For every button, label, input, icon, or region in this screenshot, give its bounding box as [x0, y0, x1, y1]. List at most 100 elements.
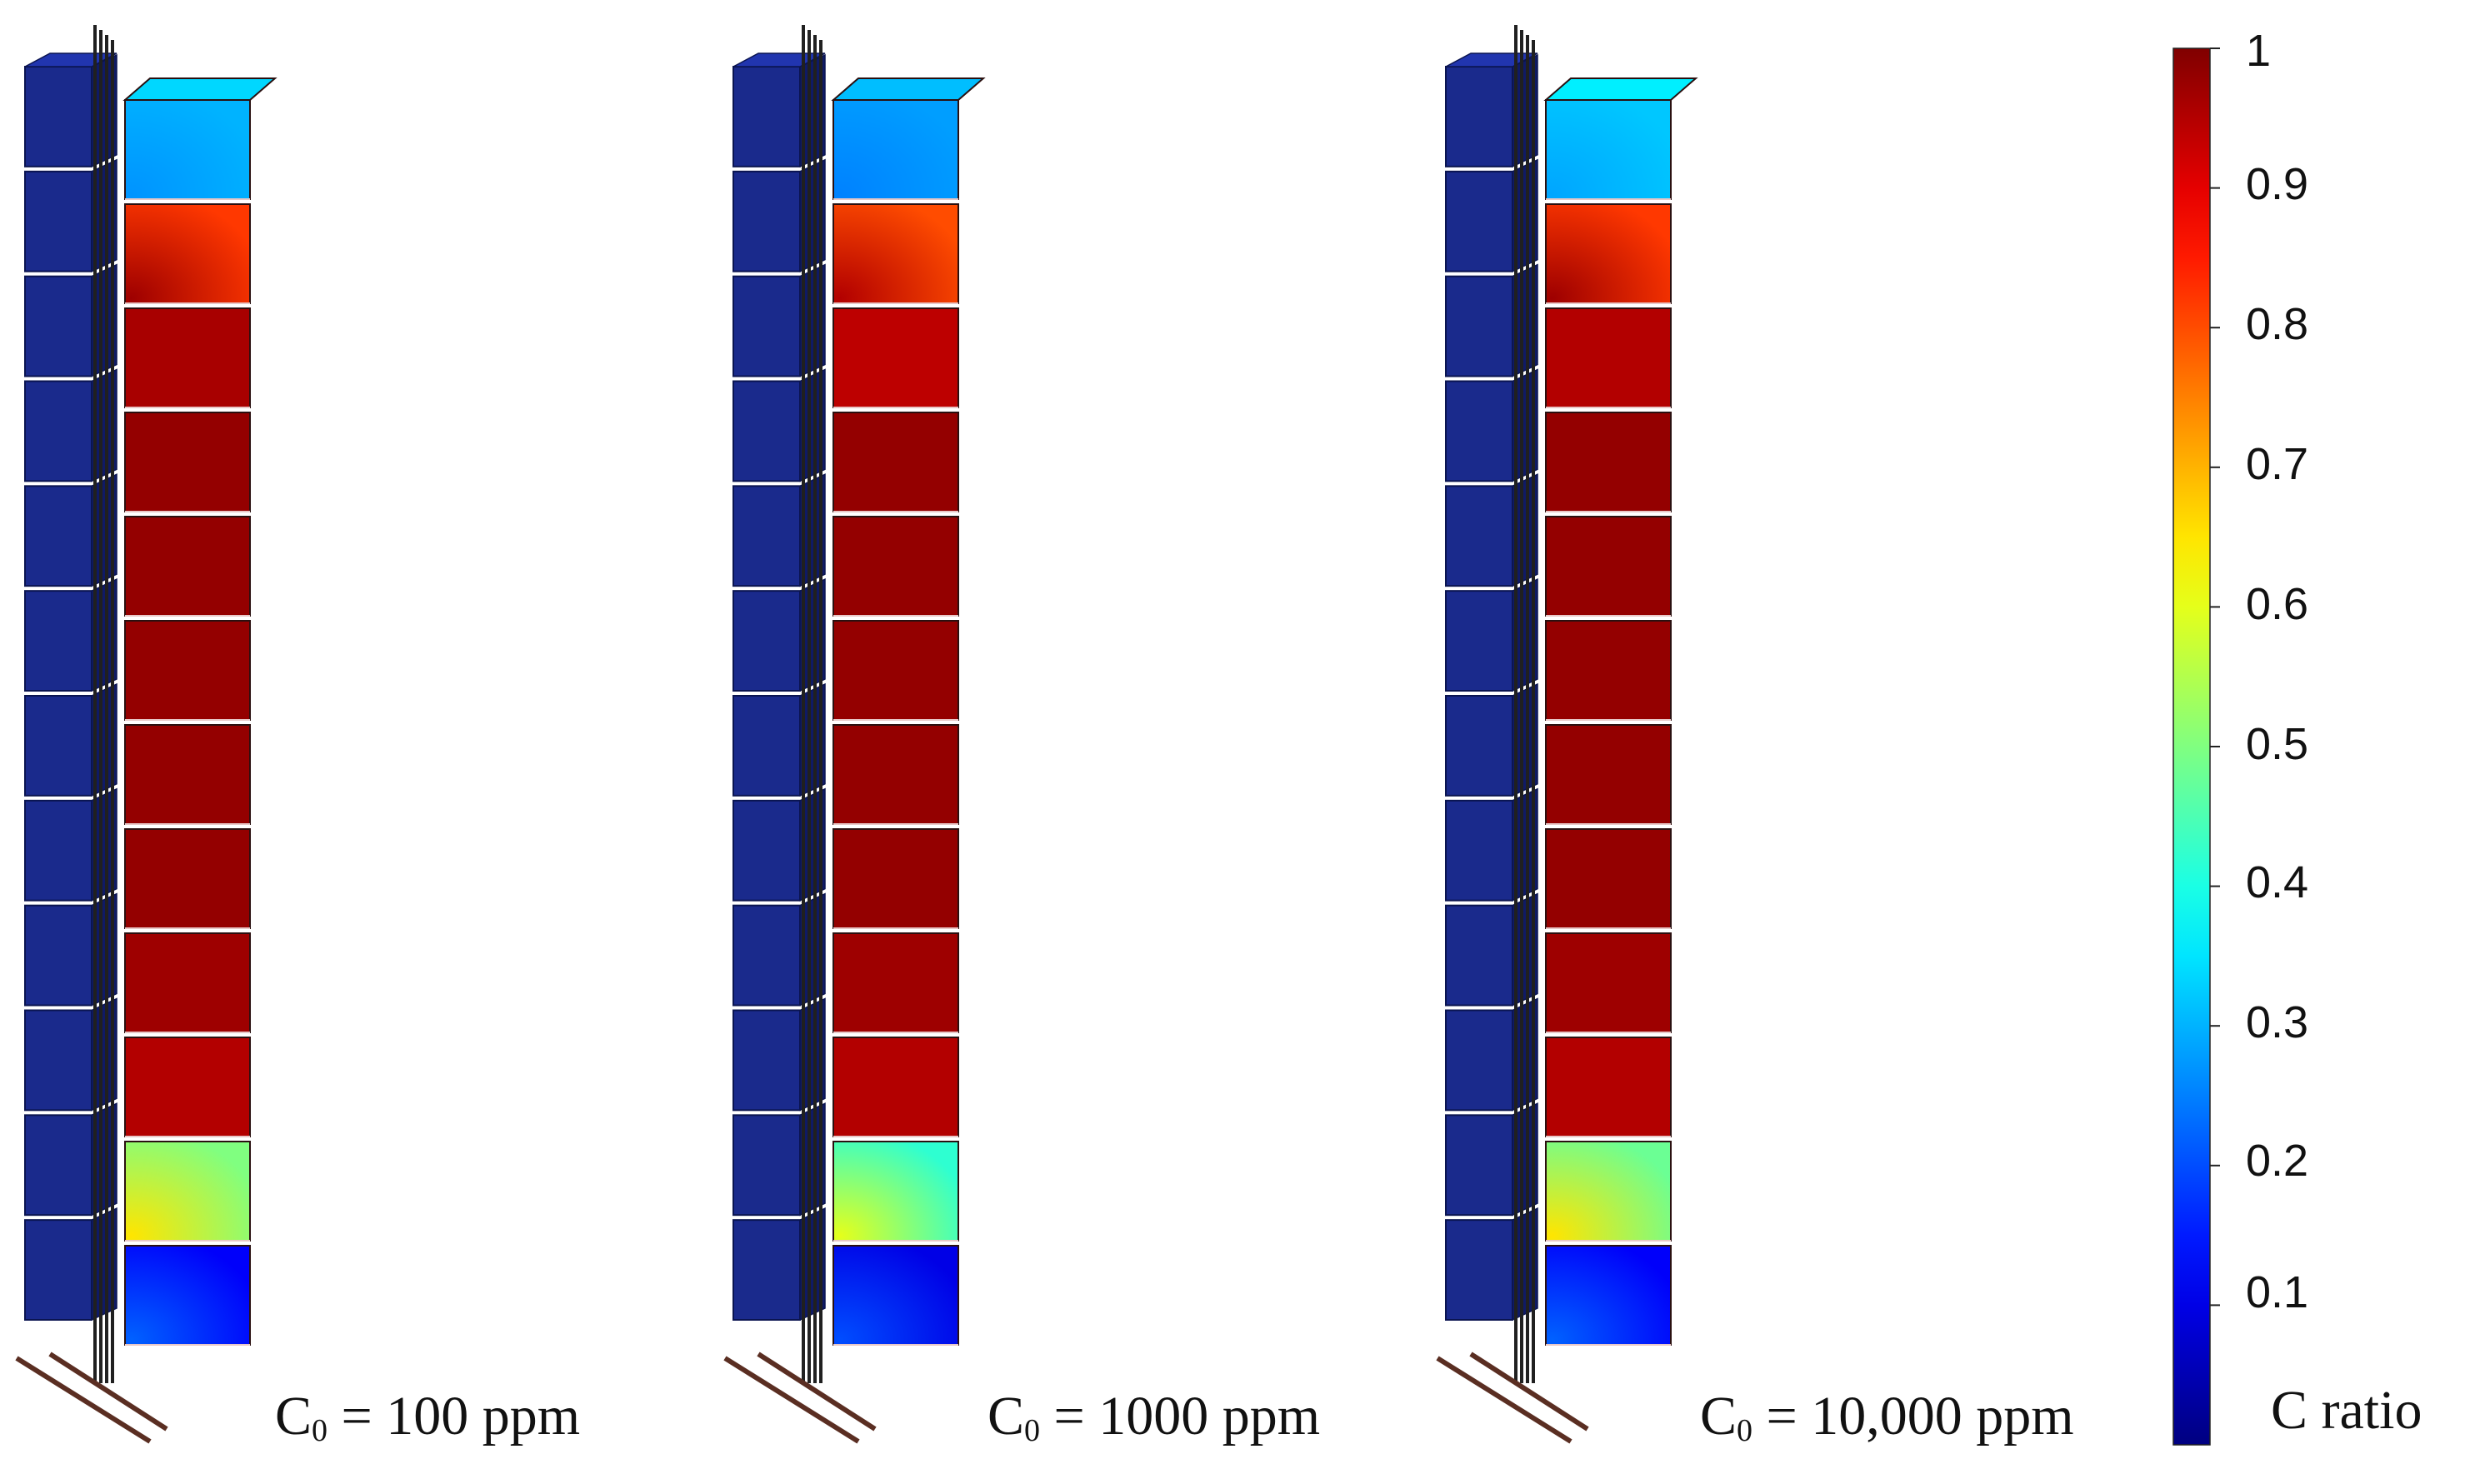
- column-cube: [124, 1037, 251, 1137]
- column-cube: [832, 203, 959, 304]
- left-column-block: [24, 904, 92, 1007]
- colorbar-tick-1: 1: [2246, 26, 2272, 76]
- left-column-block: [24, 485, 92, 587]
- left-column-block: [24, 66, 92, 167]
- base-rod: [1436, 1356, 1572, 1444]
- column-top-face: [831, 77, 986, 101]
- column-top-face: [122, 77, 278, 101]
- column-cube: [124, 99, 251, 200]
- left-column-block: [1445, 590, 1513, 692]
- left-column-block: [1445, 66, 1513, 167]
- column-cube: [832, 1037, 959, 1137]
- colorbar-tick-0.1: 0.1: [2246, 1267, 2309, 1317]
- left-column-block: [24, 170, 92, 272]
- panel-label-100ppm: C0 = 100 ppm: [275, 1386, 581, 1448]
- colorbar-tick-0.2: 0.2: [2246, 1136, 2309, 1186]
- left-column-block: [732, 66, 801, 167]
- colorbar-tick-0.7: 0.7: [2246, 439, 2309, 489]
- column-cube: [832, 307, 959, 408]
- colorbar-gradient: [2172, 47, 2211, 1446]
- left-column-block: [732, 1114, 801, 1217]
- column-cube: [1545, 412, 1672, 512]
- left-column-block: [732, 380, 801, 482]
- column-cube: [1545, 1141, 1672, 1242]
- base-rod: [723, 1356, 860, 1444]
- base-rod: [15, 1356, 152, 1444]
- column-cube: [832, 932, 959, 1033]
- column-top-face: [1543, 77, 1698, 101]
- colorbar-tick-0.4: 0.4: [2246, 857, 2309, 907]
- column-cube: [832, 412, 959, 512]
- left-column-block: [24, 590, 92, 692]
- left-column-block: [732, 695, 801, 797]
- left-column-block: [24, 275, 92, 377]
- left-column-block: [1445, 485, 1513, 587]
- left-column-block: [24, 1219, 92, 1321]
- left-column-block: [732, 275, 801, 377]
- column-cube: [1545, 203, 1672, 304]
- left-column-block: [24, 1009, 92, 1112]
- column-cube: [832, 724, 959, 825]
- column-cube: [1545, 1245, 1672, 1346]
- column-cube: [124, 307, 251, 408]
- left-column-block: [24, 695, 92, 797]
- column-cube: [832, 1245, 959, 1346]
- column-cube: [124, 724, 251, 825]
- column-cube: [124, 516, 251, 617]
- column-cube: [832, 828, 959, 929]
- column-cube: [124, 1141, 251, 1242]
- panels-layer: [15, 25, 1698, 1444]
- column-cube: [832, 1141, 959, 1242]
- colorbar: [2172, 47, 2220, 1446]
- left-column-block: [1445, 170, 1513, 272]
- left-column-block: [732, 590, 801, 692]
- column-cube: [124, 412, 251, 512]
- left-column-block: [732, 170, 801, 272]
- column-cube: [832, 516, 959, 617]
- column-cube: [1545, 932, 1672, 1033]
- colorbar-tick-0.3: 0.3: [2246, 997, 2309, 1047]
- column-cube: [124, 203, 251, 304]
- left-column-block: [1445, 904, 1513, 1007]
- base-rod: [48, 1352, 168, 1432]
- column-cube: [1545, 99, 1672, 200]
- colorbar-title: C ratio: [2271, 1380, 2422, 1441]
- left-column-block: [732, 485, 801, 587]
- column-cube: [1545, 307, 1672, 408]
- left-column-block: [24, 380, 92, 482]
- left-column-block: [24, 799, 92, 902]
- left-column-block: [1445, 1114, 1513, 1217]
- column-panel-0: [15, 25, 278, 1444]
- column-cube: [1545, 620, 1672, 721]
- left-column-block: [1445, 799, 1513, 902]
- left-column-block: [732, 1219, 801, 1321]
- colorbar-tick-0.8: 0.8: [2246, 299, 2309, 349]
- column-panel-2: [1436, 25, 1698, 1444]
- left-column-block: [732, 904, 801, 1007]
- left-column-block: [1445, 1009, 1513, 1112]
- colorbar-tick-0.6: 0.6: [2246, 579, 2309, 629]
- column-cube: [1545, 1037, 1672, 1137]
- left-column-block: [1445, 695, 1513, 797]
- base-rod: [1469, 1352, 1589, 1432]
- column-cube: [124, 620, 251, 721]
- column-cube: [124, 828, 251, 929]
- left-column-block: [1445, 380, 1513, 482]
- left-column-block: [732, 1009, 801, 1112]
- base-rod: [757, 1352, 877, 1432]
- column-panel-1: [723, 25, 986, 1444]
- column-cube: [1545, 516, 1672, 617]
- column-cube: [124, 1245, 251, 1346]
- left-column-block: [1445, 1219, 1513, 1321]
- colorbar-tick-0.9: 0.9: [2246, 159, 2309, 209]
- column-cube: [1545, 724, 1672, 825]
- left-column-block: [732, 799, 801, 902]
- left-column-block: [24, 1114, 92, 1217]
- panel-label-10000ppm: C0 = 10,000 ppm: [1700, 1386, 2074, 1448]
- column-cube: [1545, 828, 1672, 929]
- colorbar-tick-0.5: 0.5: [2246, 719, 2309, 769]
- column-cube: [832, 620, 959, 721]
- left-column-block: [1445, 275, 1513, 377]
- column-cube: [124, 932, 251, 1033]
